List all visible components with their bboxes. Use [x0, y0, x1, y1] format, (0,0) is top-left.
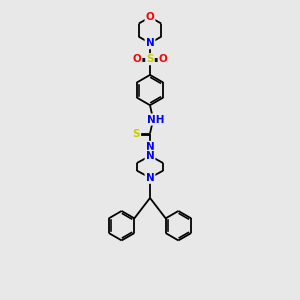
Text: O: O	[146, 12, 154, 22]
Text: O: O	[159, 54, 167, 64]
Text: N: N	[146, 38, 154, 48]
Text: N: N	[146, 142, 154, 152]
Text: NH: NH	[146, 115, 164, 124]
Text: O: O	[133, 54, 141, 64]
Text: S: S	[146, 54, 154, 64]
Text: S: S	[133, 129, 140, 139]
Text: N: N	[146, 151, 154, 161]
Text: N: N	[146, 173, 154, 183]
